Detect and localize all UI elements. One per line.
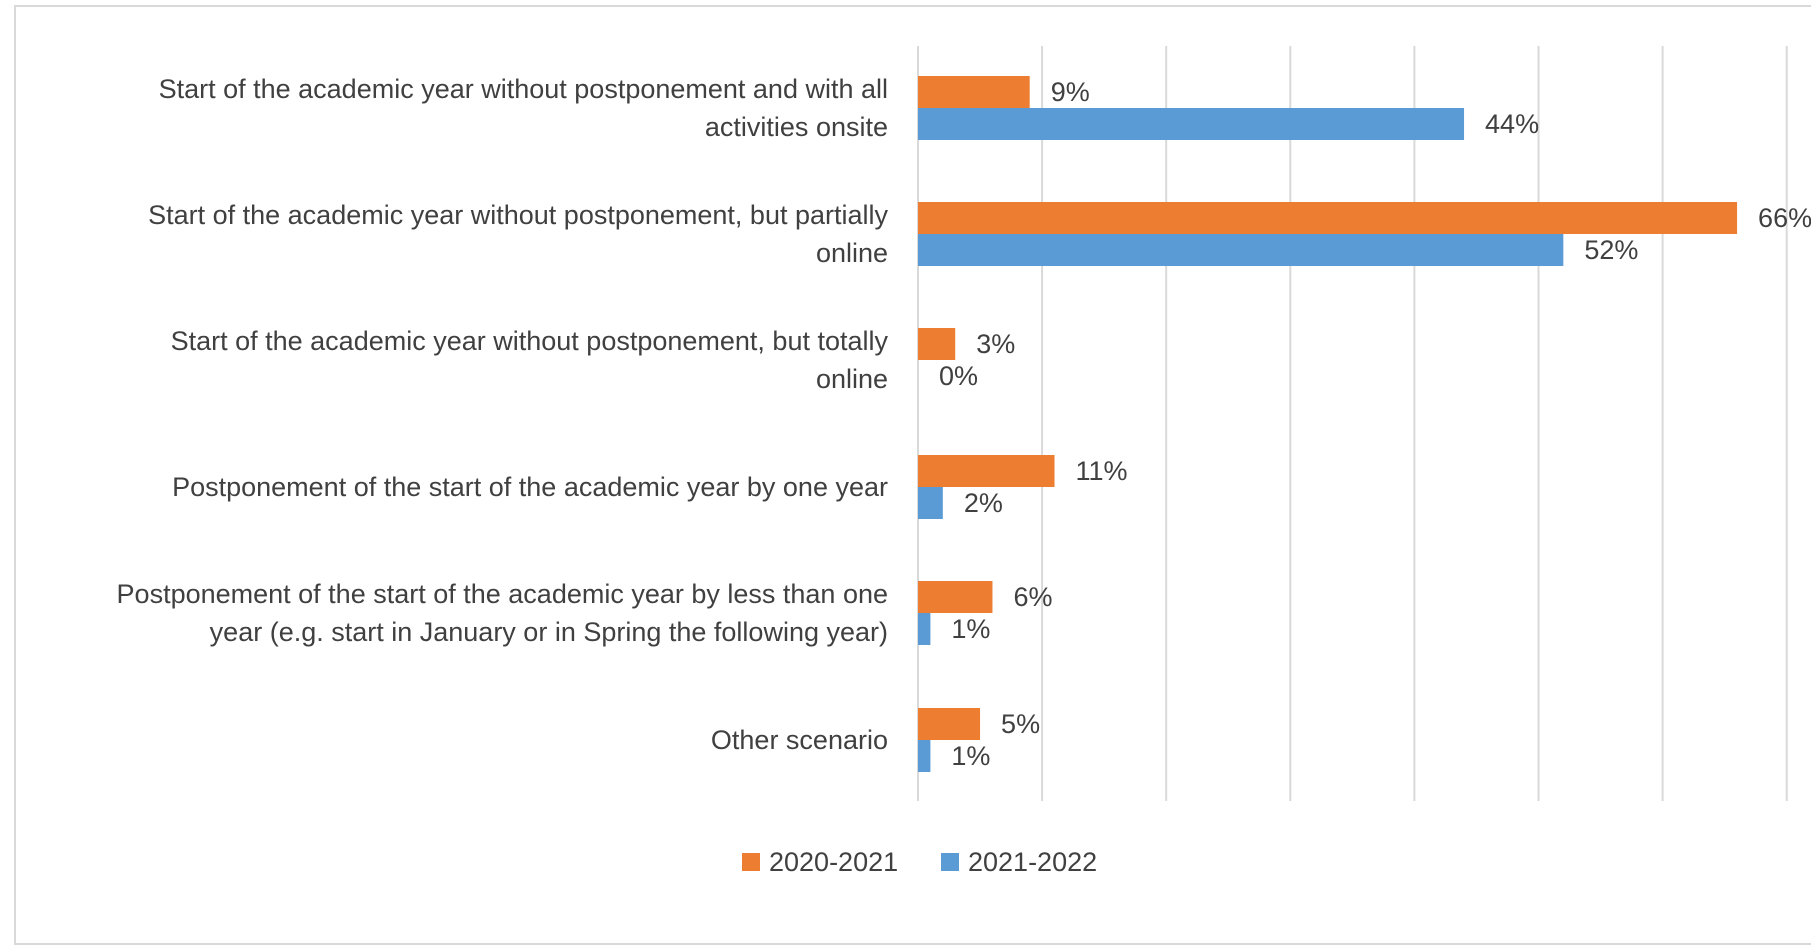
gridlines bbox=[917, 46, 1788, 801]
bar-2021-2022 bbox=[918, 740, 931, 772]
category-labels: Start of the academic year without postp… bbox=[117, 74, 889, 755]
data-label: 9% bbox=[1051, 77, 1090, 107]
data-label: 1% bbox=[951, 741, 990, 771]
bar-2020-2021 bbox=[918, 202, 1738, 234]
category-label: Start of the academic year without postp… bbox=[148, 200, 888, 268]
data-label: 6% bbox=[1013, 582, 1052, 612]
legend-swatch bbox=[941, 853, 959, 871]
bar-2020-2021 bbox=[918, 455, 1055, 487]
data-label: 1% bbox=[951, 614, 990, 644]
legend: 2020-2021 2021-2022 bbox=[742, 847, 1097, 877]
bar-2020-2021 bbox=[918, 328, 956, 360]
category-label: Postponement of the start of the academi… bbox=[172, 472, 888, 502]
chart-frame bbox=[14, 5, 1811, 945]
data-label: 66% bbox=[1758, 203, 1811, 233]
data-label: 2% bbox=[964, 488, 1003, 518]
value-labels: 9% 44% 66% 52% 3%0% 11% 2% 6% 1% 5% 1% bbox=[939, 77, 1811, 771]
category-label: Postponement of the start of the academi… bbox=[117, 579, 888, 647]
data-label: 52% bbox=[1584, 235, 1638, 265]
bar-2020-2021 bbox=[918, 581, 993, 613]
category-label: Other scenario bbox=[711, 725, 888, 755]
bar-2021-2022 bbox=[918, 108, 1465, 140]
data-label: 44% bbox=[1485, 109, 1539, 139]
data-label: 11% bbox=[1076, 456, 1128, 486]
legend-label: 2021-2022 bbox=[968, 847, 1097, 877]
data-label: 3% bbox=[976, 329, 1015, 359]
legend-label: 2020-2021 bbox=[769, 847, 898, 877]
bar-2020-2021 bbox=[918, 708, 981, 740]
category-label: Start of the academic year without postp… bbox=[159, 74, 888, 142]
category-label: Start of the academic year without postp… bbox=[171, 326, 889, 394]
bar-2021-2022 bbox=[918, 487, 943, 519]
bars bbox=[918, 76, 1738, 772]
bar-2021-2022 bbox=[918, 613, 931, 645]
bar-2021-2022 bbox=[918, 234, 1564, 266]
data-label: 5% bbox=[1001, 709, 1040, 739]
legend-swatch bbox=[742, 853, 760, 871]
data-label: 0% bbox=[939, 361, 978, 391]
bar-chart: 9% 44% 66% 52% 3%0% 11% 2% 6% 1% 5% 1% Start of th… bbox=[117, 46, 1811, 877]
bar-2020-2021 bbox=[918, 76, 1030, 108]
